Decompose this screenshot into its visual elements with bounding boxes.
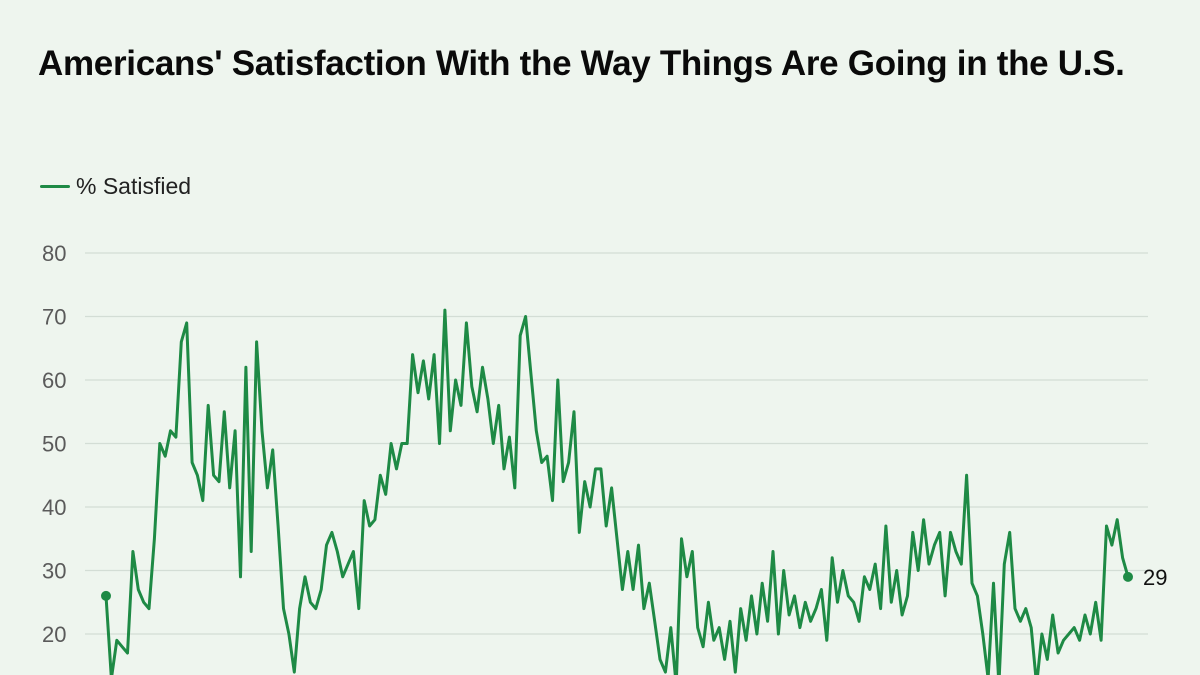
y-tick-label: 30 [42,559,66,584]
legend-label: % Satisfied [76,172,192,199]
y-axis: 20 30 40 50 60 70 80 [42,241,66,647]
y-tick-label: 70 [42,305,66,330]
legend: % Satisfied [40,172,191,200]
y-tick-label: 60 [42,368,66,393]
y-tick-label: 50 [42,432,66,457]
markers-group: 29 [101,565,1167,601]
y-tick-label: 40 [42,495,66,520]
y-tick-label: 80 [42,241,66,266]
series-group [104,308,1130,675]
end-value-label: 29 [1143,565,1167,590]
start-point-marker [101,590,111,601]
gridlines [85,252,1148,635]
end-point-marker [1123,571,1133,582]
chart-title: Americans' Satisfaction With the Way Thi… [38,44,1125,83]
legend-swatch [40,184,70,188]
series-line-satisfied [104,308,1130,675]
y-tick-label: 20 [42,622,66,647]
